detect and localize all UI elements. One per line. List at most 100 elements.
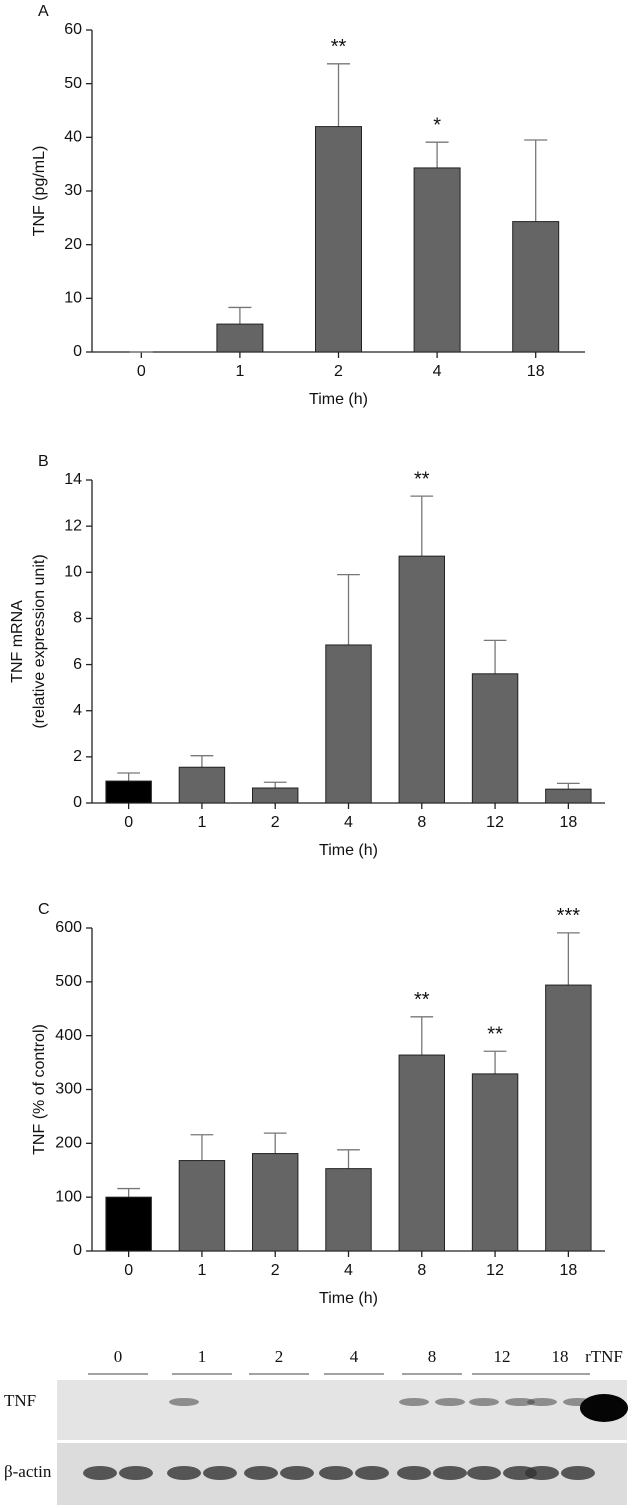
bar [325,644,372,804]
x-tick-label: 0 [137,363,146,380]
y-tick-label: 100 [55,1188,82,1205]
x-tick-label: 1 [235,363,244,380]
bar [315,126,362,353]
bar [178,766,226,804]
y-tick-label: 50 [64,75,82,92]
x-tick-label: 4 [433,363,442,380]
row-label: β-actin [4,1462,52,1481]
actin-band [83,1466,117,1480]
bar [105,780,152,804]
panel-label: A [38,3,49,20]
actin-band [119,1466,153,1480]
tnf-band [435,1398,465,1406]
tnf-band [469,1398,499,1406]
lane-label: 12 [494,1347,511,1366]
x-tick-label: 18 [559,814,577,831]
x-tick-label: 12 [486,1262,504,1279]
x-tick-label: 2 [334,363,343,380]
bar [512,221,560,353]
bar [413,167,461,353]
x-tick-label: 0 [124,1262,133,1279]
significance-label: * [433,114,441,136]
actin-band [397,1466,431,1480]
y-tick-label: 400 [55,1027,82,1044]
actin-band [203,1466,237,1480]
bar [325,1168,372,1252]
bar [471,673,519,804]
bar [398,555,446,804]
y-tick-label: 40 [64,129,82,146]
tnf-band [169,1398,199,1406]
x-tick-label: 8 [417,814,426,831]
y-tick-label: 600 [55,919,82,936]
x-tick-label: 18 [527,363,545,380]
bar [471,1073,519,1252]
bar [178,1160,226,1252]
x-tick-label: 1 [197,814,206,831]
actin-band [433,1466,467,1480]
bar [545,788,592,804]
actin-band [167,1466,201,1480]
actin-band [355,1466,389,1480]
y-tick-label: 0 [73,343,82,360]
bar [398,1054,446,1252]
significance-label: ** [487,1024,503,1046]
x-tick-label: 2 [271,1262,280,1279]
bar [251,787,299,804]
lane-label: 1 [198,1347,207,1366]
y-tick-label: 6 [73,656,82,673]
panel-label: C [38,901,50,918]
y-tick-label: 12 [64,517,82,534]
bar [251,1153,299,1252]
row-label: TNF [4,1391,36,1410]
x-tick-label: 4 [344,1262,353,1279]
bar [545,984,592,1252]
y-tick-label: 0 [73,1242,82,1259]
lane-label: 18 [552,1347,569,1366]
panel-label: B [38,453,49,470]
rtnf-band [580,1394,628,1422]
actin-band [280,1466,314,1480]
y-tick-label: 20 [64,236,82,253]
x-axis-label: Time (h) [319,842,378,859]
actin-band [467,1466,501,1480]
x-axis-label: Time (h) [309,391,368,408]
y-tick-label: 14 [64,471,82,488]
x-tick-label: 1 [197,1262,206,1279]
y-axis-label: TNF (pg/mL) [31,146,48,237]
y-tick-label: 4 [73,702,82,719]
y-tick-label: 8 [73,610,82,627]
y-tick-label: 10 [64,290,82,307]
x-tick-label: 4 [344,814,353,831]
significance-label: ** [414,989,430,1011]
y-axis-label: TNF (% of control) [31,1024,48,1155]
lane-label: 0 [114,1347,123,1366]
actin-band [319,1466,353,1480]
blot-tnf [57,1380,627,1440]
significance-label: ** [331,36,347,58]
y-tick-label: 2 [73,748,82,765]
lane-label: 4 [350,1347,359,1366]
y-axis-label: (relative expression unit) [31,554,48,728]
lane-label: rTNF [585,1347,623,1366]
x-tick-label: 2 [271,814,280,831]
tnf-band [505,1398,535,1406]
actin-band [525,1466,559,1480]
y-tick-label: 60 [64,21,82,38]
y-tick-label: 0 [73,794,82,811]
y-axis-label: TNF mRNA [9,600,26,683]
y-tick-label: 500 [55,973,82,990]
x-axis-label: Time (h) [319,1290,378,1307]
tnf-band [399,1398,429,1406]
y-tick-label: 300 [55,1081,82,1098]
y-tick-label: 200 [55,1135,82,1152]
x-tick-label: 18 [559,1262,577,1279]
bar [216,323,264,353]
actin-band [561,1466,595,1480]
lane-label: 8 [428,1347,437,1366]
bar [105,1196,152,1252]
x-tick-label: 0 [124,814,133,831]
tnf-band [527,1398,557,1406]
x-tick-label: 12 [486,814,504,831]
